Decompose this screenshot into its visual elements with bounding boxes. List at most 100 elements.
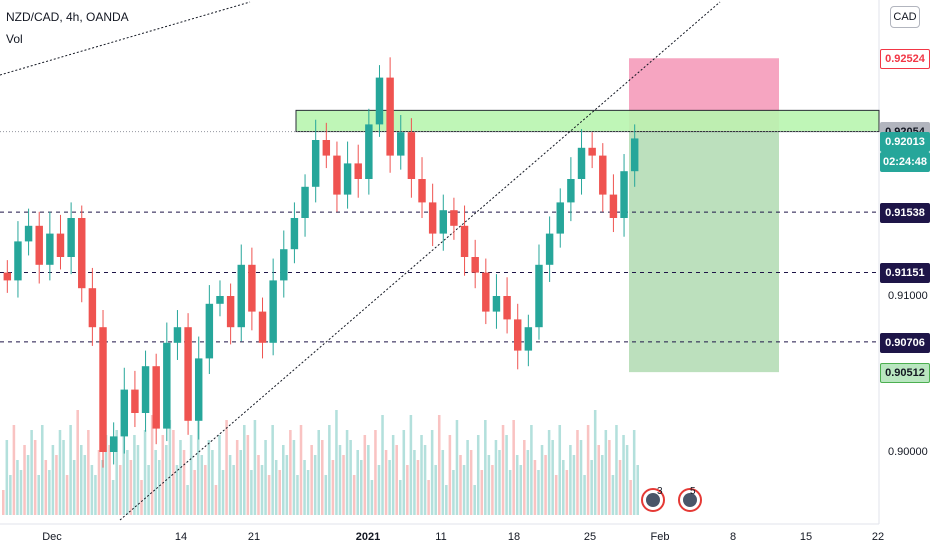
upper-trendline [0, 1, 251, 76]
candle-body [35, 225, 43, 265]
currency-button[interactable]: CAD [890, 6, 920, 28]
volume-bar [565, 470, 569, 515]
volume-bar [484, 420, 487, 515]
volume-bar [55, 455, 58, 515]
volume-bar [214, 485, 218, 515]
candle-body [343, 163, 352, 195]
volume-bar [487, 455, 491, 515]
volume-bar [274, 460, 278, 515]
x-axis-tick: 14 [174, 531, 188, 543]
candle-body [492, 296, 501, 312]
volume-bar [33, 440, 37, 515]
volume-bar [342, 455, 345, 515]
volume-bar [455, 420, 459, 515]
candle-body [333, 155, 341, 195]
resistance-zone [295, 109, 880, 133]
candle-body [311, 140, 320, 187]
candle-body [184, 327, 192, 421]
volume-bar [289, 430, 292, 515]
volume-bar [211, 450, 214, 515]
volume-bar [551, 440, 554, 515]
volume-bar [427, 480, 430, 515]
candle-body [194, 358, 203, 421]
volume-bar [384, 450, 388, 515]
candle-body [460, 225, 469, 257]
volume-bar [632, 430, 636, 515]
volume-bar [321, 440, 324, 515]
volume-bar [232, 465, 235, 515]
volume-bar [480, 470, 484, 515]
volume-bar [246, 435, 250, 515]
volume-bar [608, 440, 611, 515]
volume-bar [101, 460, 104, 515]
volume-bar [26, 455, 30, 515]
volume-label[interactable]: Vol [6, 32, 23, 46]
volume-bar [420, 435, 423, 515]
volume-bar [406, 465, 409, 515]
volume-bar [586, 425, 590, 515]
volume-bar [143, 430, 147, 515]
price-tag: 0.90512 [880, 363, 930, 384]
price-tag: 0.91151 [880, 263, 930, 284]
candle-body [577, 147, 586, 179]
volume-bar [576, 430, 579, 515]
candle-body [216, 296, 224, 304]
volume-bar [182, 450, 186, 515]
economic-event-icon[interactable] [678, 488, 702, 512]
economic-event-icon[interactable] [641, 488, 665, 512]
volume-bar [299, 425, 303, 515]
volume-bar [515, 455, 519, 515]
volume-bar [398, 480, 402, 515]
volume-bar [161, 435, 165, 515]
x-axis-tick: 2021 [355, 531, 381, 543]
volume-bar [413, 450, 416, 515]
candle-body [620, 171, 628, 218]
candle-body [630, 138, 639, 172]
volume-bar [519, 465, 523, 515]
volume-bar [175, 465, 179, 515]
candle-body [588, 147, 596, 156]
volume-bar [118, 465, 122, 515]
volume-bar [129, 460, 133, 515]
candle-body [280, 249, 288, 281]
volume-bar [593, 410, 597, 515]
candle-body [524, 327, 533, 351]
y-axis-label: 0.91000 [888, 290, 928, 302]
volume-bar [395, 445, 398, 515]
volume-bar [221, 470, 225, 515]
candle-body [258, 311, 267, 343]
candle-body [67, 218, 75, 257]
volume-bar [523, 440, 526, 515]
volume-bar [533, 460, 537, 515]
target-zone [629, 131, 779, 373]
volume-bar [391, 435, 395, 515]
candle-body [163, 342, 171, 429]
volume-bar [554, 475, 558, 515]
volume-bar [19, 470, 23, 515]
candle-body [354, 163, 362, 179]
candle-body [535, 264, 543, 328]
volume-bar [136, 445, 140, 515]
volume-bar [9, 475, 12, 515]
volume-bar [12, 425, 16, 515]
candle-body [301, 186, 309, 218]
volume-bar [537, 470, 540, 515]
volume-bar [239, 450, 243, 515]
volume-bar [569, 445, 572, 515]
candle-body [567, 179, 575, 203]
volume-bar [377, 465, 381, 515]
x-axis-tick: 21 [247, 531, 261, 543]
volume-bar [271, 425, 274, 515]
volume-bar [200, 455, 204, 515]
volume-bar [115, 430, 118, 515]
candle-body [375, 77, 384, 125]
symbol-title[interactable]: NZD/CAD, 4h, OANDA [6, 10, 129, 24]
candle-body [599, 155, 607, 195]
volume-bar [193, 470, 196, 515]
volume-bar [108, 445, 111, 515]
volume-bar [625, 445, 629, 515]
volume-bar [69, 425, 72, 515]
volume-bar [111, 480, 115, 515]
candle-body [99, 327, 107, 452]
